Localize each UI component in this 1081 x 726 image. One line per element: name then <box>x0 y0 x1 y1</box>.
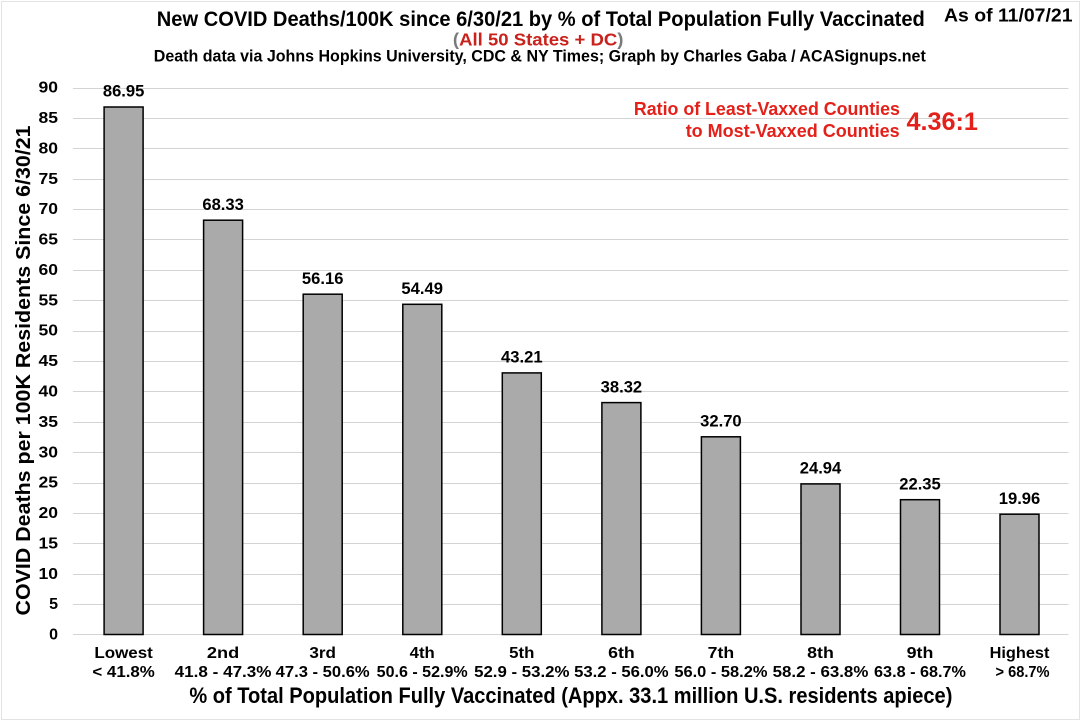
svg-text:15: 15 <box>39 535 59 552</box>
svg-text:2nd: 2nd <box>207 645 239 662</box>
svg-text:9th: 9th <box>907 645 934 662</box>
svg-text:38.32: 38.32 <box>601 378 643 396</box>
svg-text:75: 75 <box>39 171 59 188</box>
svg-text:43.21: 43.21 <box>501 349 543 367</box>
svg-text:0: 0 <box>49 627 58 644</box>
svg-text:60: 60 <box>39 262 59 279</box>
svg-text:85: 85 <box>39 110 59 127</box>
svg-text:80: 80 <box>39 140 59 157</box>
svg-text:58.2 - 63.8%: 58.2 - 63.8% <box>773 664 869 681</box>
svg-text:25: 25 <box>39 475 59 492</box>
svg-text:Lowest: Lowest <box>94 645 153 662</box>
svg-text:70: 70 <box>39 201 59 218</box>
svg-text:4th: 4th <box>410 645 435 662</box>
svg-text:3rd: 3rd <box>309 645 336 662</box>
svg-text:56.0 - 58.2%: 56.0 - 58.2% <box>674 664 767 681</box>
svg-text:52.9 - 53.2%: 52.9 - 53.2% <box>474 664 570 681</box>
svg-text:10: 10 <box>39 566 59 583</box>
svg-text:19.96: 19.96 <box>999 490 1041 508</box>
svg-text:68.33: 68.33 <box>202 196 244 214</box>
svg-text:50: 50 <box>39 323 59 340</box>
svg-text:New COVID Deaths/100K since 6/: New COVID Deaths/100K since 6/30/21 by %… <box>157 8 925 31</box>
svg-text:90: 90 <box>39 80 59 97</box>
svg-text:86.95: 86.95 <box>103 83 145 101</box>
svg-text:> 68.7%: > 68.7% <box>996 664 1050 681</box>
svg-text:47.3 - 50.6%: 47.3 - 50.6% <box>276 664 370 681</box>
svg-text:55: 55 <box>39 292 59 309</box>
svg-text:41.8 - 47.3%: 41.8 - 47.3% <box>175 664 272 681</box>
svg-text:32.70: 32.70 <box>700 413 742 431</box>
svg-text:4.36:1: 4.36:1 <box>907 108 978 136</box>
svg-text:24.94: 24.94 <box>800 460 842 478</box>
svg-text:5th: 5th <box>509 645 534 662</box>
svg-text:22.35: 22.35 <box>899 475 941 493</box>
svg-text:50.6 - 52.9%: 50.6 - 52.9% <box>377 664 468 681</box>
svg-text:63.8 - 68.7%: 63.8 - 68.7% <box>874 664 966 681</box>
svg-text:< 41.8%: < 41.8% <box>92 664 155 681</box>
svg-text:40: 40 <box>39 384 59 401</box>
svg-text:7th: 7th <box>708 645 735 662</box>
svg-text:to Most-Vaxxed Counties: to Most-Vaxxed Counties <box>686 121 900 141</box>
svg-text:56.16: 56.16 <box>302 270 344 288</box>
svg-text:5: 5 <box>49 596 58 613</box>
svg-text:Death data via Johns Hopkins U: Death data via Johns Hopkins University,… <box>154 48 926 66</box>
svg-text:Highest: Highest <box>990 645 1050 662</box>
svg-text:COVID Deaths per 100K Resident: COVID Deaths per 100K Residents Since 6/… <box>13 126 35 616</box>
svg-text:30: 30 <box>39 444 59 461</box>
svg-text:Ratio of Least-Vaxxed Counties: Ratio of Least-Vaxxed Counties <box>634 99 900 119</box>
svg-text:6th: 6th <box>608 645 635 662</box>
svg-text:65: 65 <box>39 232 59 249</box>
svg-text:(All 50 States + DC): (All 50 States + DC) <box>453 30 624 50</box>
svg-text:20: 20 <box>39 505 59 522</box>
svg-text:8th: 8th <box>807 645 834 662</box>
svg-text:% of Total Population Fully Va: % of Total Population Fully Vaccinated (… <box>189 683 952 708</box>
svg-text:53.2 - 56.0%: 53.2 - 56.0% <box>574 664 669 681</box>
svg-text:45: 45 <box>39 353 59 370</box>
svg-text:54.49: 54.49 <box>401 280 443 298</box>
svg-text:As of 11/07/21: As of 11/07/21 <box>944 5 1073 26</box>
svg-text:35: 35 <box>39 414 59 431</box>
